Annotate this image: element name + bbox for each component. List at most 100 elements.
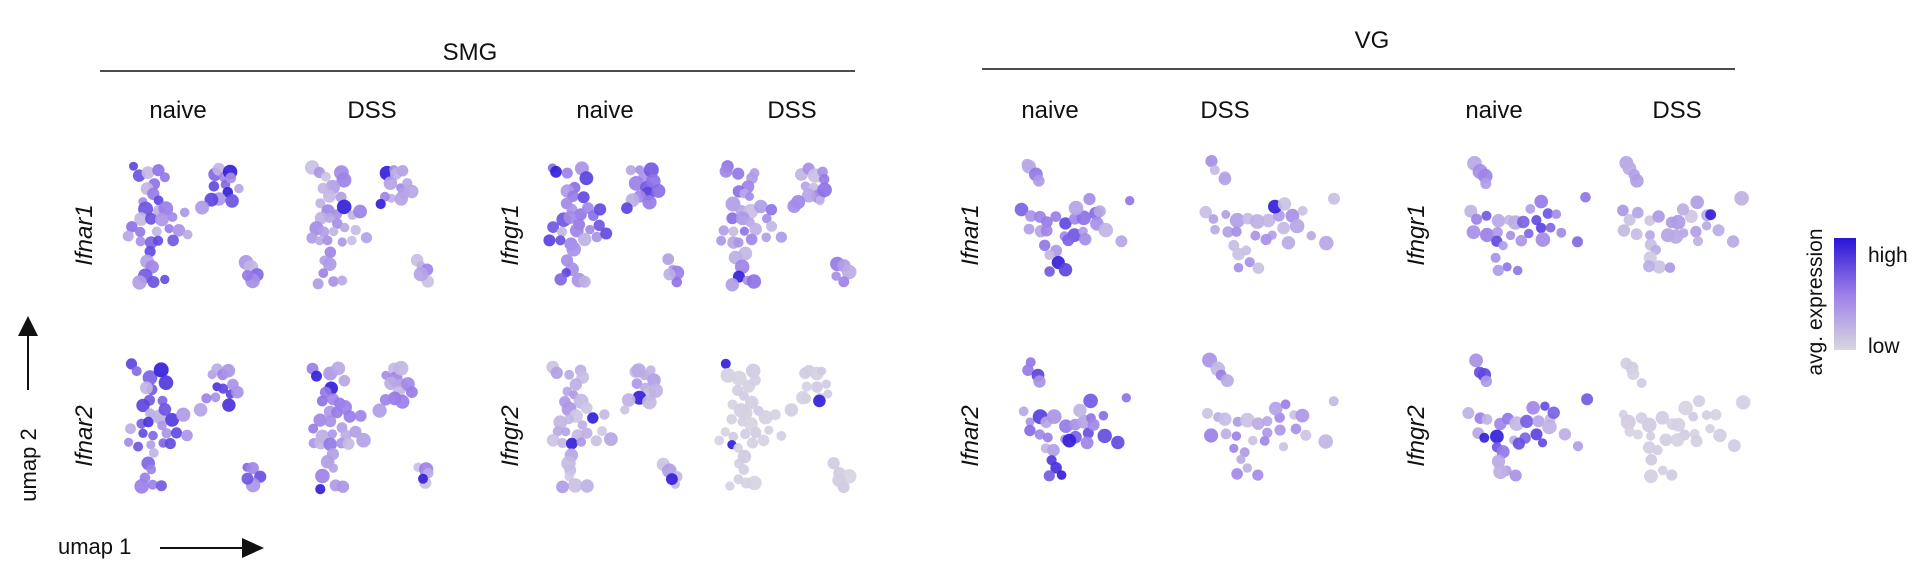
cell-point — [176, 407, 191, 422]
cell-point — [1545, 222, 1556, 233]
cell-point — [394, 192, 409, 206]
cell-point — [714, 435, 725, 446]
cell-point — [148, 448, 159, 458]
cell-point — [1083, 393, 1098, 409]
cell-point — [811, 381, 823, 393]
cell-point — [172, 224, 186, 237]
cell-point — [1277, 197, 1292, 211]
cell-point — [1098, 410, 1109, 421]
cell-point — [1250, 230, 1261, 241]
legend-high-label: high — [1868, 244, 1908, 267]
cell-point — [393, 360, 409, 376]
cell-point — [1306, 231, 1317, 241]
cell-point — [643, 162, 659, 178]
gene-label-ifnar1: Ifnar1 — [957, 204, 984, 265]
cell-point — [758, 410, 773, 425]
cell-point — [642, 394, 657, 410]
cell-point — [1572, 236, 1583, 248]
cell-point — [745, 395, 759, 410]
cell-point — [1659, 433, 1673, 447]
cell-point — [336, 480, 350, 493]
cell-point — [342, 437, 355, 450]
cell-point — [1199, 205, 1212, 219]
cell-point — [1221, 210, 1231, 219]
cell-point — [1097, 428, 1112, 444]
cell-point — [1073, 403, 1087, 418]
cell-point — [356, 432, 371, 448]
cell-point — [164, 438, 176, 450]
cell-point — [1701, 221, 1712, 231]
cell-point — [139, 381, 153, 395]
cell-point — [547, 221, 559, 234]
cell-point — [1208, 214, 1219, 224]
cell-point — [625, 165, 636, 176]
cell-point — [353, 204, 367, 219]
cell-point — [322, 257, 337, 272]
cell-point — [1641, 417, 1657, 433]
cell-point — [1469, 353, 1483, 368]
cell-point — [153, 195, 164, 206]
cell-point — [350, 224, 361, 236]
cell-point — [312, 278, 324, 290]
cell-point — [553, 415, 568, 430]
cell-point — [1491, 214, 1506, 228]
cell-point — [234, 183, 244, 194]
group-label-vg: VG — [1355, 27, 1390, 54]
cell-point — [628, 176, 644, 191]
cell-point — [1251, 417, 1265, 431]
cell-point — [246, 462, 259, 475]
cell-point — [776, 431, 787, 441]
umap-panel — [1014, 158, 1135, 277]
cell-point — [1705, 424, 1715, 434]
cell-point — [754, 199, 768, 214]
cell-point — [1248, 435, 1258, 446]
umap-panel — [1462, 353, 1594, 482]
cell-point — [1481, 210, 1492, 221]
cell-point — [1319, 235, 1334, 251]
cell-point — [1220, 428, 1232, 440]
legend-low-label: low — [1868, 335, 1900, 358]
cell-point — [316, 395, 328, 407]
cell-point — [1277, 221, 1290, 235]
cell-point — [1492, 264, 1504, 276]
cell-point — [1222, 226, 1234, 238]
cell-point — [135, 236, 146, 247]
cell-point — [577, 420, 588, 430]
cell-point — [740, 428, 751, 440]
cell-point — [1034, 429, 1046, 440]
cell-point — [1204, 428, 1219, 443]
cell-point — [593, 203, 607, 216]
cell-point — [124, 437, 134, 447]
cell-point — [749, 222, 762, 236]
umap-panel — [1617, 156, 1749, 274]
cell-point — [1620, 414, 1636, 430]
cell-point — [167, 212, 178, 222]
cell-point — [1040, 224, 1053, 237]
cell-point — [747, 475, 762, 491]
cell-point — [746, 274, 762, 289]
cell-point — [155, 480, 167, 492]
cell-point — [1274, 424, 1286, 436]
cell-point — [1627, 367, 1640, 381]
cell-point — [832, 473, 846, 487]
cell-point — [552, 426, 563, 437]
gene-label-ifnar2: Ifnar2 — [957, 405, 984, 466]
condition-label: naive — [149, 97, 206, 124]
cell-point — [1517, 215, 1530, 229]
cell-point — [218, 383, 229, 394]
cell-point — [1652, 210, 1665, 223]
cell-point — [1233, 262, 1244, 273]
cell-point — [1039, 239, 1051, 251]
cell-point — [1505, 230, 1516, 241]
cell-point — [1678, 400, 1693, 416]
cell-point — [372, 403, 387, 418]
cell-point — [142, 370, 158, 386]
cell-point — [1220, 374, 1234, 388]
cell-point — [1050, 211, 1062, 223]
cell-point — [225, 172, 237, 184]
cell-point — [827, 457, 840, 470]
cell-point — [1462, 407, 1475, 419]
cell-point — [720, 427, 730, 437]
cell-point — [1033, 375, 1046, 388]
cell-point — [320, 171, 331, 182]
